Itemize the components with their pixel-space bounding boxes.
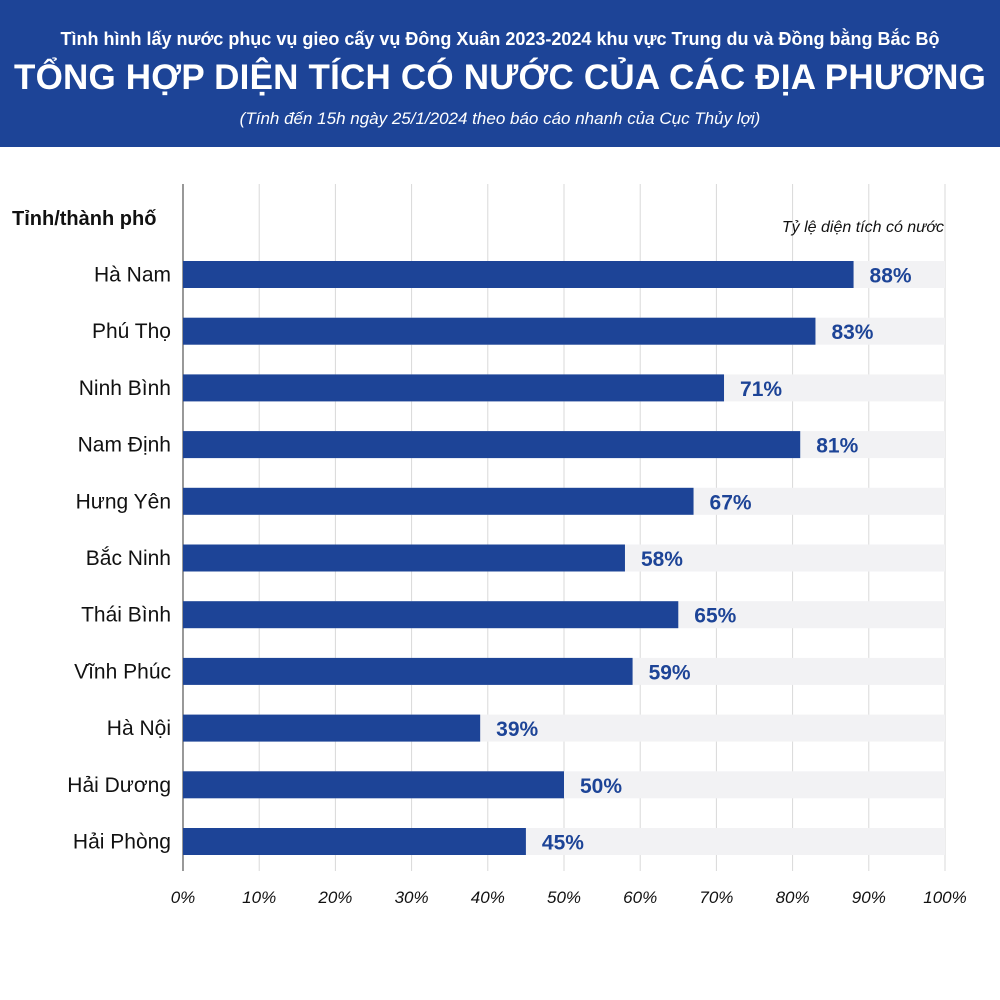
value-axis-title: Tỷ lệ diện tích có nước	[782, 219, 944, 236]
bar	[183, 544, 625, 572]
bar	[183, 771, 564, 799]
tick-labels: 0% 10% 20% 30% 40% 50% 60% 70% 80% 90% 100%	[171, 888, 967, 907]
category-label: Vĩnh Phúc	[74, 660, 171, 683]
category-label: Thái Bình	[81, 604, 171, 627]
tick-label: 60%	[623, 888, 657, 907]
chart-title: TỔNG HỢP DIỆN TÍCH CÓ NƯỚC CỦA CÁC ĐỊA P…	[13, 58, 987, 97]
value-label: 67%	[710, 491, 752, 514]
bar	[183, 714, 481, 742]
chart-supertitle: Tình hình lấy nước phục vụ gieo cấy vụ Đ…	[60, 29, 940, 49]
value-label: 39%	[496, 718, 538, 741]
bars	[183, 261, 854, 855]
category-label: Hà Nam	[94, 264, 171, 287]
tick-label: 90%	[852, 888, 886, 907]
value-label: 83%	[831, 321, 873, 344]
value-label: 88%	[870, 265, 912, 288]
bar	[183, 261, 854, 288]
bar	[183, 317, 816, 345]
category-label: Bắc Ninh	[86, 547, 171, 570]
chart-header: Tình hình lấy nước phục vụ gieo cấy vụ Đ…	[0, 0, 1000, 147]
tick-label: 30%	[395, 888, 429, 907]
bar	[183, 431, 801, 459]
category-label: Nam Định	[78, 434, 171, 457]
category-label: Hải Phòng	[73, 831, 171, 854]
tick-label: 40%	[471, 888, 505, 907]
value-labels: 88% 83% 71% 81% 67% 58% 65% 59% 39% 50% 45%	[496, 265, 912, 855]
value-label: 65%	[694, 605, 736, 628]
bar	[183, 374, 725, 402]
value-label: 50%	[580, 775, 622, 798]
category-labels: Hà Nam Phú Thọ Ninh Bình Nam Định Hưng Yên Bắ…	[67, 264, 171, 854]
bar	[183, 487, 694, 515]
chart-subtitle: (Tính đến 15h ngày 25/1/2024 theo báo cá…	[239, 109, 761, 128]
tick-label: 20%	[317, 888, 352, 907]
value-label: 45%	[542, 832, 584, 855]
category-label: Ninh Bình	[79, 377, 171, 400]
bar	[183, 601, 679, 629]
tick-label: 10%	[242, 888, 276, 907]
category-axis-title: Tỉnh/thành phố	[12, 208, 156, 230]
category-label: Hà Nội	[107, 717, 171, 740]
value-label: 58%	[641, 548, 683, 571]
category-label: Phú Thọ	[92, 320, 171, 343]
bar	[183, 657, 633, 685]
category-label: Hưng Yên	[76, 490, 171, 513]
tick-label: 0%	[171, 888, 196, 907]
value-label: 81%	[816, 435, 858, 458]
value-label: 59%	[649, 661, 691, 684]
tick-label: 80%	[776, 888, 810, 907]
category-label: Hải Dương	[67, 774, 171, 797]
value-label: 71%	[740, 378, 782, 401]
tick-label: 70%	[699, 888, 733, 907]
bar	[183, 828, 526, 855]
tick-label: 50%	[547, 888, 581, 907]
bar-chart: Tỉnh/thành phố Tỷ lệ diện tích có nước H…	[12, 184, 967, 907]
tick-label: 100%	[923, 888, 966, 907]
gridlines	[258, 184, 946, 871]
